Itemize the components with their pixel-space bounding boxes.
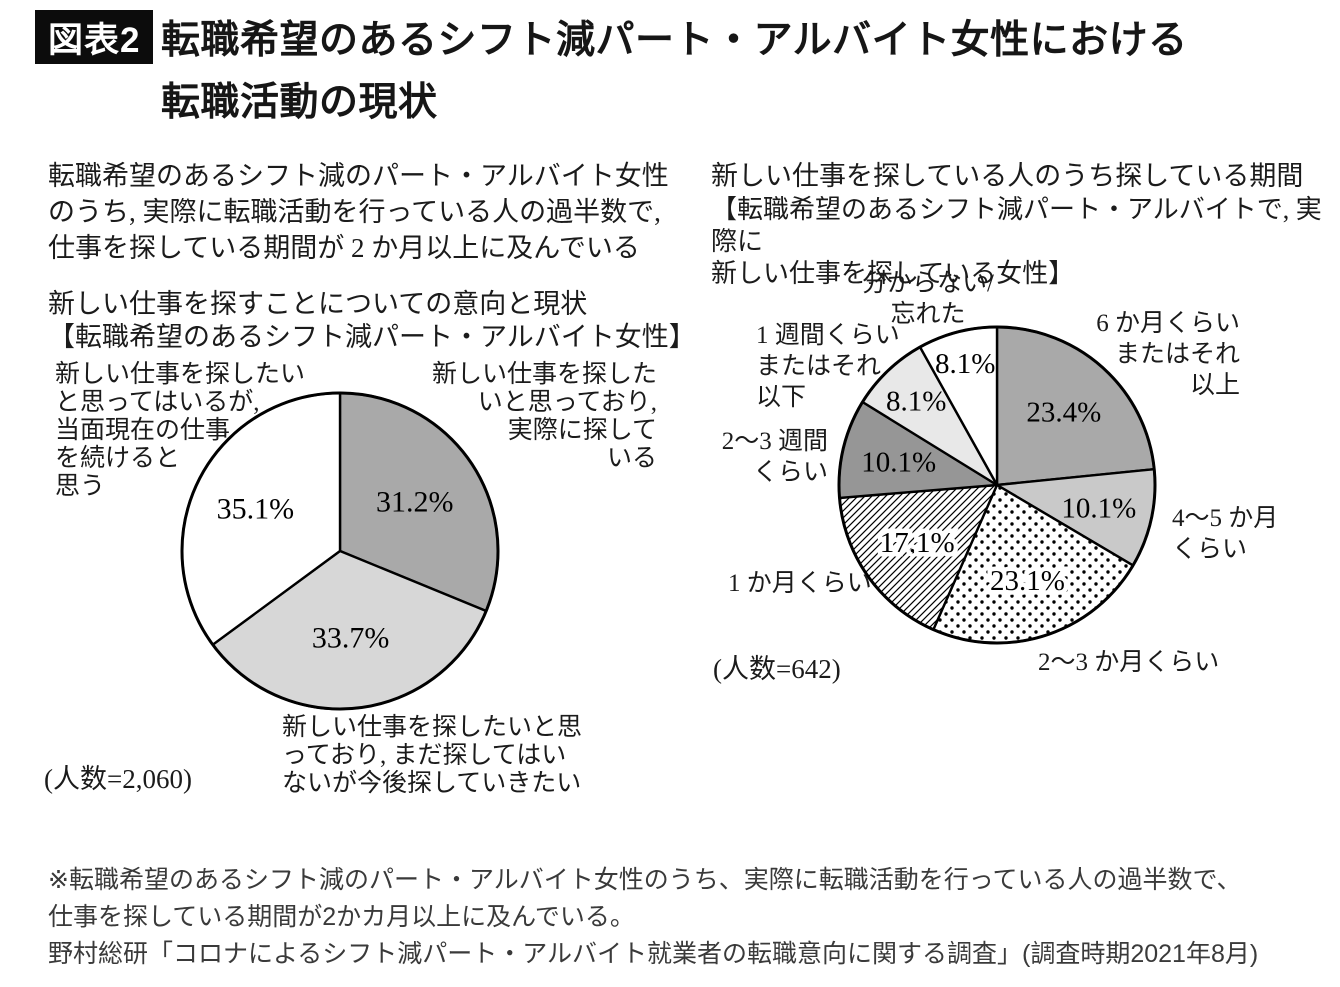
left-chart-summary: 転職希望のあるシフト減のパート・アルバイト女性 のうち, 実際に転職活動を行って… (48, 161, 669, 263)
left-pie-label-actually-searching: 新しい仕事を探した いと思っており, 実際に探して いる (431, 361, 657, 472)
left-chart-subtitle: 【転職希望のあるシフト減パート・アルバイト女性】 (48, 322, 696, 352)
right-pie-sample-size: (人数=642) (713, 654, 841, 684)
left-pie-sample-size: (人数=2,060) (44, 764, 192, 794)
slice-percent-label: 8.1% (886, 386, 946, 418)
right-pie-label-6-months-or-more: 6 か月くらい またはそれ 以上 (1096, 310, 1240, 399)
slice-percent-label: 17.1% (880, 527, 955, 559)
left-pie-label-keep-current-job: 新しい仕事を探したい と思ってはいるが, 当面現在の仕事 を続けると 思う (55, 361, 306, 500)
pie-outline (837, 325, 1157, 645)
figure-number-badge: 図表2 (35, 10, 154, 64)
slice-percent-label: 10.1% (861, 447, 936, 479)
left-chart-title: 新しい仕事を探すことについての意向と現状 (48, 289, 588, 319)
right-pie-label-2-3-weeks: 2〜3 週間 くらい (721, 428, 828, 486)
left-pie-label-will-search-later: 新しい仕事を探したいと思 っており, まだ探してはい ないが今後探していきたい (282, 714, 583, 797)
figure-title: 転職希望のあるシフト減パート・アルバイト女性における 転職活動の現状 (161, 19, 1188, 124)
right-pie-label-1-week-or-less: 1 週間くらい またはそれ 以下 (756, 322, 900, 411)
right-chart-title: 新しい仕事を探している人のうち探している期間 (711, 161, 1304, 191)
right-pie-label-2-3-months: 2〜3 か月くらい (1038, 649, 1220, 676)
pie-outline (180, 391, 500, 711)
right-pie-chart: 23.4% 10.1% 23.1% 17.1% 10.1% 8.1% 8.1% (837, 325, 1157, 645)
slice-percent-label: 10.1% (1061, 493, 1136, 525)
source-footnote: ※転職希望のあるシフト減のパート・アルバイト女性のうち、実際に転職活動を行ってい… (48, 866, 1259, 968)
right-chart-subtitle: 【転職希望のあるシフト減パート・アルバイトで, 実際に 新しい仕事を探している女… (711, 195, 1322, 288)
slice-percent-label: 8.1% (935, 348, 995, 380)
left-pie-chart: 31.2% 33.7% 35.1% (180, 391, 500, 711)
slice-percent-label: 33.7% (312, 622, 390, 655)
right-pie-label-dont-know: 分からない/ 忘れた (862, 270, 994, 328)
slice-percent-label: 31.2% (376, 485, 454, 518)
right-pie-label-4-5-months: 4〜5 か月 くらい (1172, 505, 1279, 563)
slice-percent-label: 23.4% (1026, 396, 1101, 428)
slice-percent-label: 23.1% (990, 565, 1065, 597)
right-pie-label-1-month: 1 か月くらい (728, 570, 872, 597)
slice-percent-label: 35.1% (217, 493, 295, 526)
